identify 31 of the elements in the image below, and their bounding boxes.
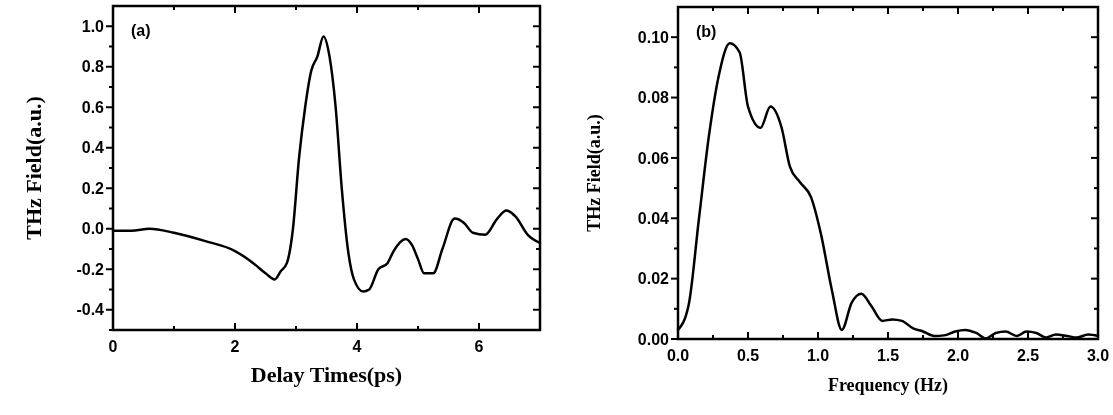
x-tick-label: 0.0: [666, 347, 690, 364]
y-tick-label: 0.2: [81, 179, 105, 197]
y-tick-label: -0.4: [76, 301, 105, 319]
y-tick-label: 0.8: [81, 58, 105, 76]
x-axis-title: Frequency (Hz): [827, 375, 949, 396]
x-tick-label: 0.5: [736, 347, 760, 364]
x-tick-label: 2: [230, 338, 240, 355]
x-tick-label: 1.5: [876, 347, 900, 364]
y-tick-label: 0.08: [637, 89, 670, 107]
x-tick-label: 3.0: [1086, 347, 1110, 364]
y-tick-label: 0.4: [81, 139, 105, 157]
x-tick-label: 4: [352, 338, 362, 355]
y-axis-title: THz Field(a.u.): [584, 114, 605, 232]
y-tick-label: 0.6: [81, 98, 105, 116]
x-tick-label: 6: [474, 338, 484, 355]
y-tick-label: 0.10: [637, 28, 670, 46]
y-tick-label: 0.02: [637, 270, 670, 288]
y-axis-title: THz Field(a.u.): [21, 96, 46, 240]
x-tick-label: 0: [108, 338, 118, 355]
y-tick-label: -0.2: [76, 260, 105, 278]
x-tick-label: 2.0: [946, 347, 970, 364]
y-tick-label: 0.04: [637, 209, 670, 227]
annotation: (b): [696, 23, 717, 40]
x-tick-label: 1.0: [806, 347, 830, 364]
y-tick-label: 0.0: [81, 220, 105, 238]
x-axis-title: Delay Times(ps): [250, 362, 403, 387]
y-tick-label: 1.0: [81, 17, 105, 35]
y-tick-label: 0.06: [637, 149, 670, 167]
annotation: (a): [131, 22, 151, 39]
y-tick-label: 0.00: [637, 330, 670, 348]
x-tick-label: 2.5: [1016, 347, 1040, 364]
